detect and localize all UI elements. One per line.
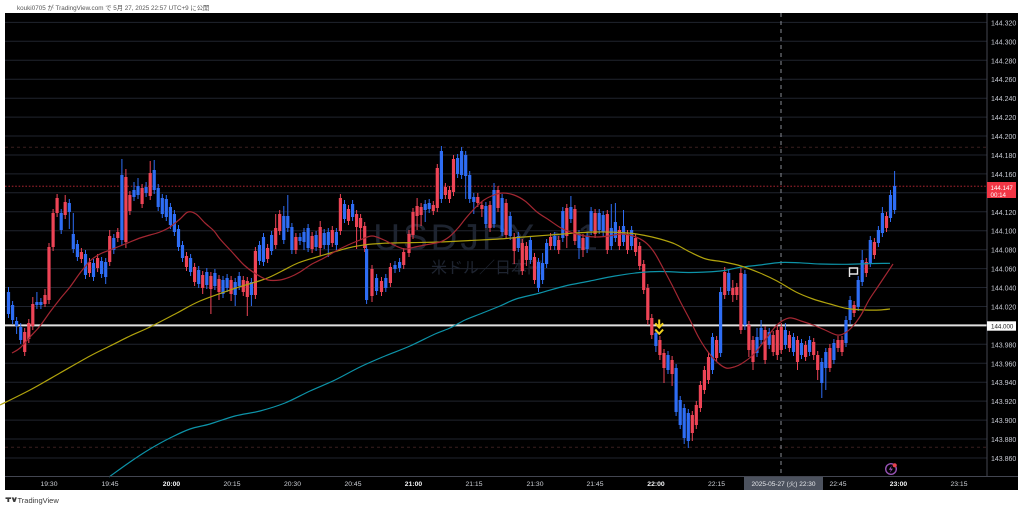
svg-text:144.200: 144.200	[991, 134, 1016, 141]
svg-text:143.900: 143.900	[991, 418, 1016, 425]
svg-text:144.260: 144.260	[991, 77, 1016, 84]
svg-text:21:00: 21:00	[405, 481, 423, 488]
svg-text:19:30: 19:30	[40, 481, 57, 488]
svg-text:19:45: 19:45	[101, 481, 118, 488]
svg-text:22:45: 22:45	[829, 481, 846, 488]
svg-text:00:14: 00:14	[991, 192, 1007, 199]
svg-text:143.940: 143.940	[991, 380, 1016, 387]
svg-text:144.147: 144.147	[991, 185, 1014, 192]
svg-text:米ドル／日本円: 米ドル／日本円	[431, 259, 543, 277]
svg-text:21:30: 21:30	[526, 481, 543, 488]
svg-text:144.320: 144.320	[991, 20, 1016, 27]
svg-text:143.860: 143.860	[991, 456, 1016, 463]
svg-text:23:00: 23:00	[890, 481, 908, 488]
svg-text:144.240: 144.240	[991, 96, 1016, 103]
svg-text:144.020: 144.020	[991, 305, 1016, 312]
svg-text:2025-05-27 (火) 22:30: 2025-05-27 (火) 22:30	[752, 481, 816, 488]
svg-text:kouki0705 が TradingView.com で: kouki0705 が TradingView.com で 5月 27, 202…	[17, 3, 209, 12]
svg-text:20:45: 20:45	[344, 481, 361, 488]
svg-text:21:15: 21:15	[465, 481, 482, 488]
svg-text:144.000: 144.000	[991, 323, 1014, 330]
svg-text:143.880: 143.880	[991, 437, 1016, 444]
svg-text:144.280: 144.280	[991, 58, 1016, 65]
svg-text:20:30: 20:30	[284, 481, 301, 488]
svg-text:20:00: 20:00	[163, 481, 181, 488]
svg-text:TradingView: TradingView	[18, 496, 60, 505]
svg-text:144.060: 144.060	[991, 267, 1016, 274]
svg-text:144.040: 144.040	[991, 286, 1016, 293]
svg-text:143.960: 143.960	[991, 361, 1016, 368]
svg-text:22:00: 22:00	[647, 481, 665, 488]
svg-text:20:15: 20:15	[223, 481, 240, 488]
svg-text:144.160: 144.160	[991, 172, 1016, 179]
svg-text:144.220: 144.220	[991, 115, 1016, 122]
svg-text:22:15: 22:15	[708, 481, 725, 488]
svg-text:144.100: 144.100	[991, 229, 1016, 236]
svg-text:144.080: 144.080	[991, 248, 1016, 255]
svg-text:144.120: 144.120	[991, 210, 1016, 217]
svg-text:144.180: 144.180	[991, 153, 1016, 160]
svg-text:21:45: 21:45	[586, 481, 603, 488]
svg-text:143.980: 143.980	[991, 342, 1016, 349]
svg-text:143.920: 143.920	[991, 399, 1016, 406]
svg-text:144.300: 144.300	[991, 39, 1016, 46]
svg-text:23:15: 23:15	[950, 481, 967, 488]
